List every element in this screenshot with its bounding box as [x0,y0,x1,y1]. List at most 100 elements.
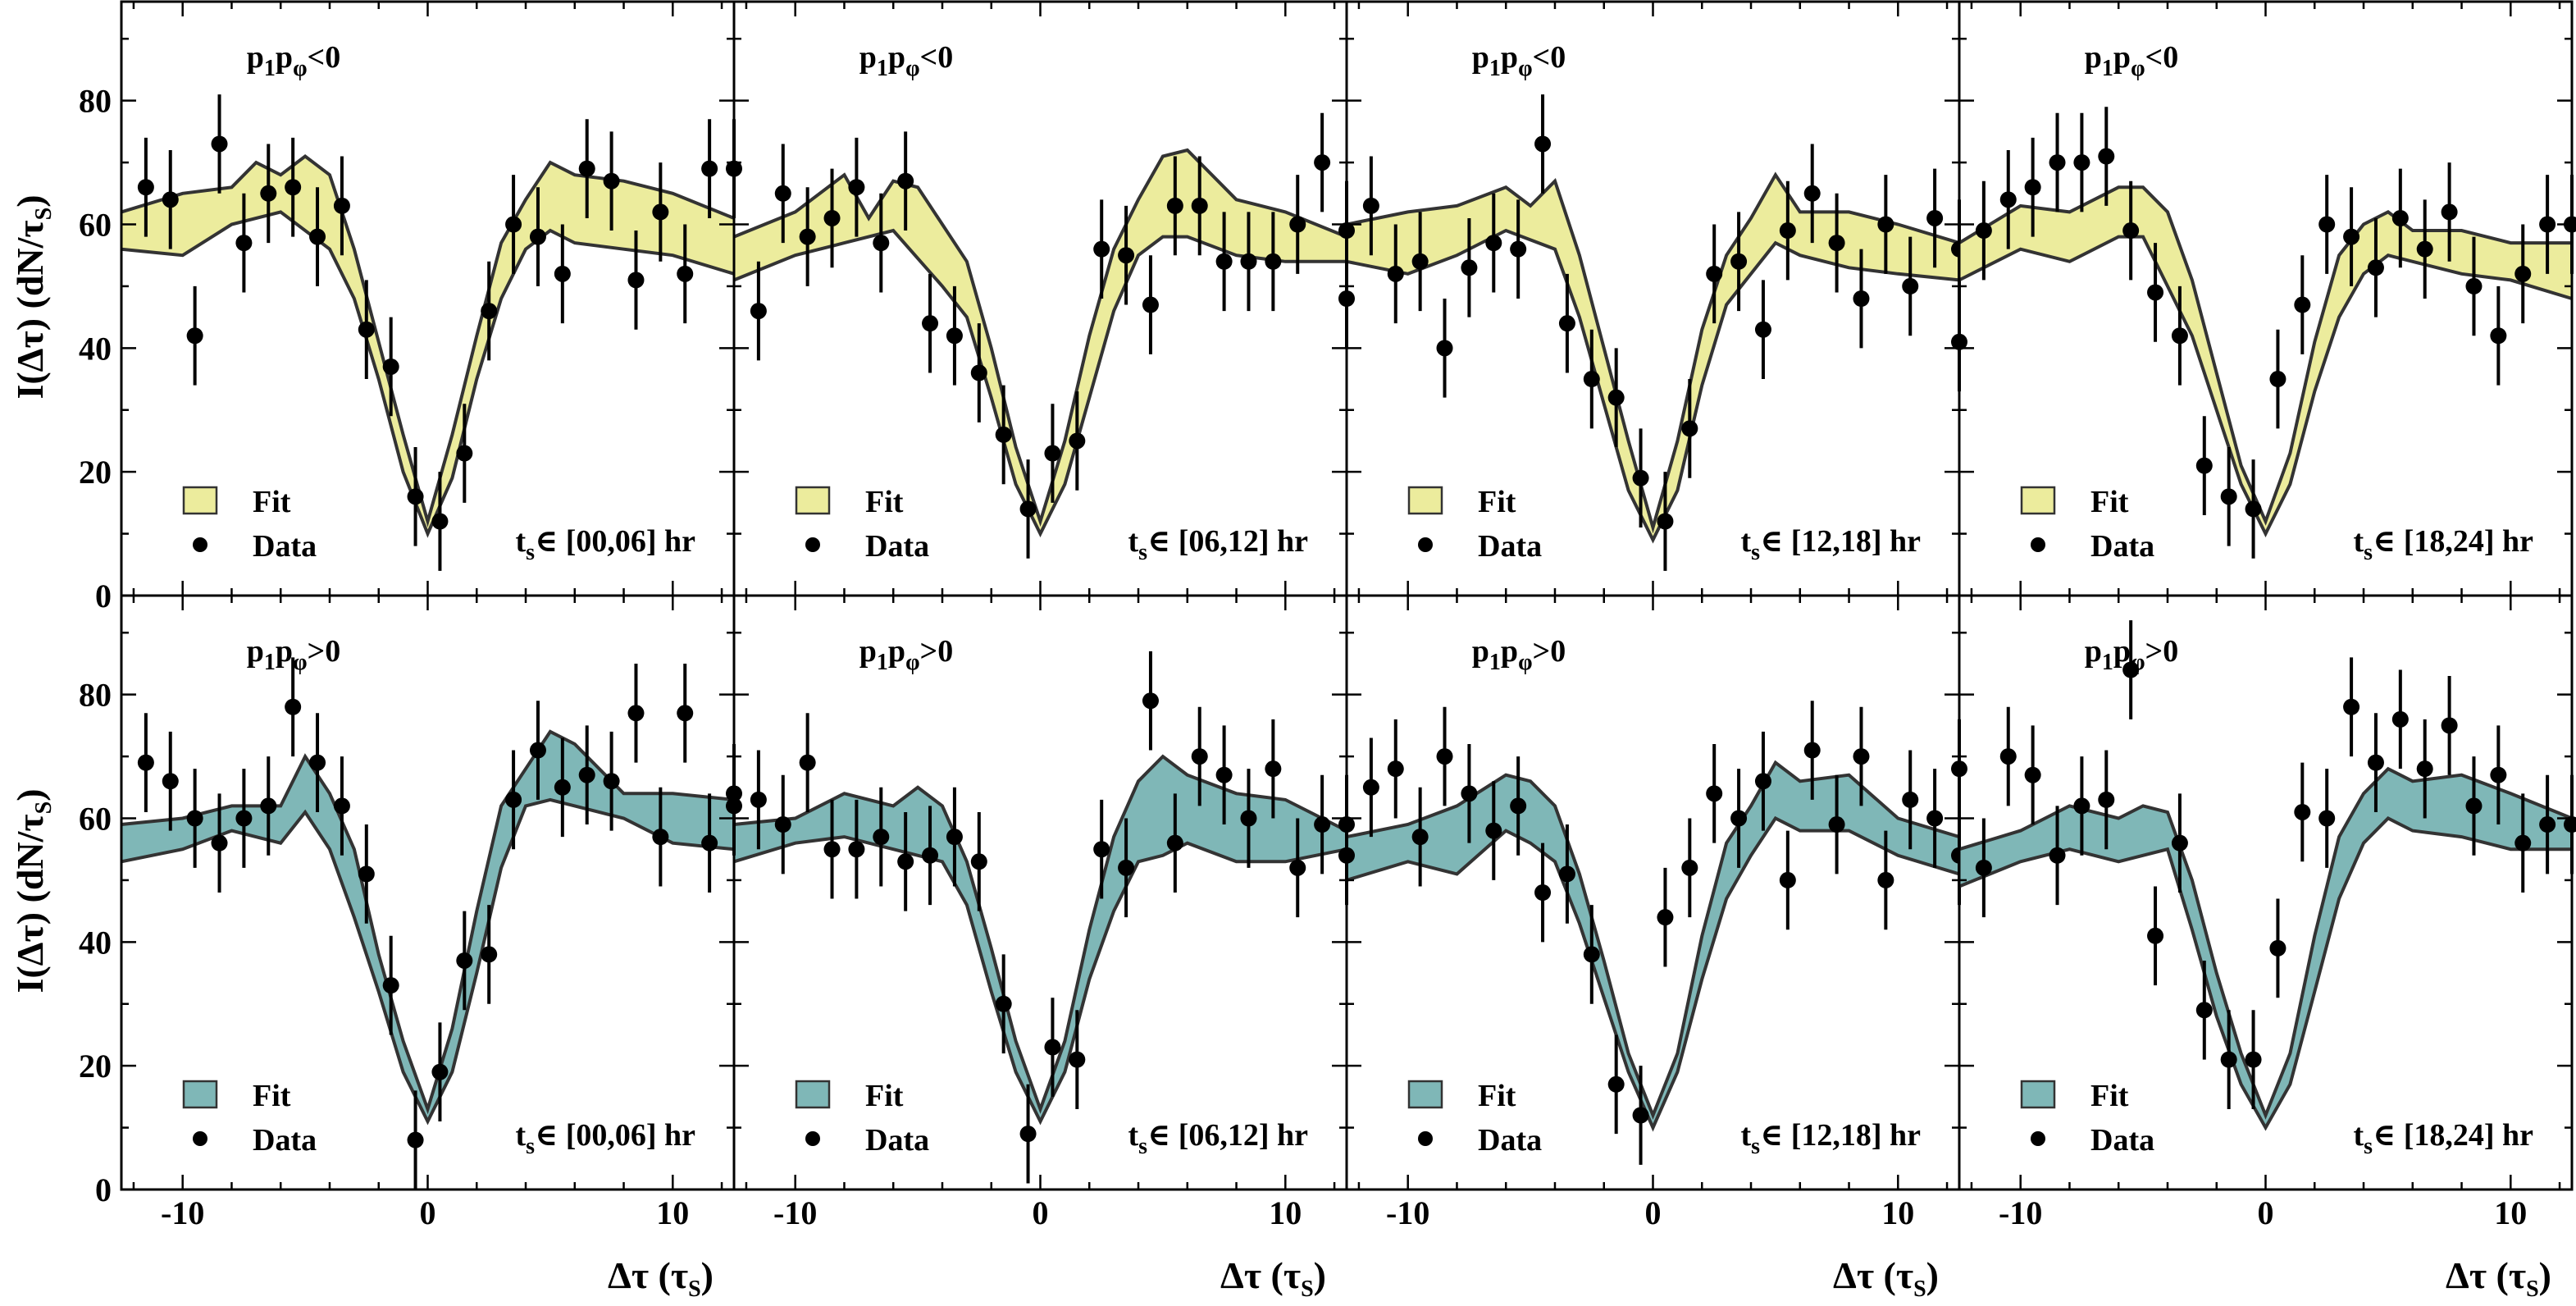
data-point [2024,766,2041,783]
panel-condition-label: p1pφ<0 [1472,40,1566,81]
legend-data-marker [193,537,207,552]
data-point [1803,185,1821,202]
legend-data-label: Data [1478,529,1542,564]
data-point [1583,946,1600,963]
data-point [1632,469,1649,486]
data-point [2269,939,2286,957]
data-point [1436,340,1453,357]
data-point [1926,209,1944,226]
fit-band [1347,762,1959,1128]
data-point [2195,457,2213,474]
data-point [285,698,302,715]
data-point [2098,148,2115,165]
data-point [774,185,791,202]
data-point [922,315,939,332]
data-point [1314,154,1331,171]
data-point [1877,216,1894,233]
fit-band [121,156,734,534]
y-tick-label: 60 [79,207,112,244]
x-tick-label: 0 [2258,1194,2274,1231]
data-point [2391,209,2409,226]
y-tick-label: 80 [79,677,112,714]
panel-condition-label: p1pφ<0 [247,40,340,81]
data-point [456,445,473,462]
data-point [1926,810,1944,827]
data-point [2539,816,2556,833]
y-tick-label: 80 [79,83,112,120]
data-point [456,952,473,969]
data-point [995,995,1012,1012]
data-point [1975,222,1992,240]
panel-condition-label: p1pφ<0 [859,40,953,81]
legend-data-marker [805,1131,820,1146]
fit-band [1959,187,2572,534]
panel-condition-label: p1pφ>0 [1472,634,1566,675]
legend-data-marker [2031,537,2045,552]
data-point [554,265,571,282]
data-point [677,705,694,722]
legend-fit-label: Fit [253,485,291,519]
legend-data-label: Data [2090,1123,2154,1158]
data-point [260,185,277,202]
data-point [1706,265,1723,282]
panel-0-1: p1pφ<0 ts∈ [06,12] hr Fit Data [726,0,1355,597]
data-point [1681,420,1698,437]
panel-time-range-label: ts∈ [12,18] hr [1741,524,1922,565]
data-point [481,946,498,963]
data-point [995,426,1012,443]
x-tick-label: -10 [161,1194,204,1231]
data-point [2245,1051,2262,1068]
data-point [1902,277,1919,295]
legend-fit-label: Fit [865,485,904,519]
y-tick-label: 0 [95,578,112,614]
legend-data-label: Data [253,1123,317,1158]
data-point [2343,228,2360,245]
data-point [529,228,546,245]
data-point [1657,909,1674,926]
data-point [873,829,890,846]
data-point [1485,822,1502,839]
data-point [848,179,865,196]
data-point [970,853,987,870]
data-point [1142,692,1159,710]
data-point [1387,265,1404,282]
legend-fit-label: Fit [1478,485,1516,519]
panel-condition-label: p1pφ>0 [247,634,340,675]
data-point [1853,290,1870,307]
data-point [578,160,595,177]
data-point [1436,748,1453,765]
fit-band-lower-edge [121,797,735,1126]
data-point [1093,841,1110,858]
data-point [1069,432,1086,450]
data-point [285,179,302,196]
legend-fit-swatch [2020,486,2056,515]
fit-band-lower-edge [1958,235,2573,538]
legend-fit-label: Fit [865,1079,904,1113]
data-point [1828,816,1845,833]
data-point [1779,871,1796,888]
data-point [1118,859,1135,876]
legend-data-marker [805,537,820,552]
data-point [652,203,669,221]
data-point [701,160,718,177]
fit-band-lower-edge [733,835,1347,1126]
data-point [1853,748,1870,765]
data-point [235,235,253,252]
legend-fit-swatch [182,486,218,515]
data-point [407,1131,424,1148]
data-point [627,272,645,289]
data-point [578,766,595,783]
data-point [1044,445,1061,462]
data-point [2195,1002,2213,1019]
legend-data-marker [1418,537,1433,552]
fit-band [121,731,734,1121]
data-point [235,810,253,827]
data-point [2367,754,2384,771]
fit-band-lower-edge [733,228,1347,538]
data-point [1215,253,1233,270]
data-point [652,829,669,846]
fit-band [1959,769,2572,1128]
data-point [1093,240,1110,258]
